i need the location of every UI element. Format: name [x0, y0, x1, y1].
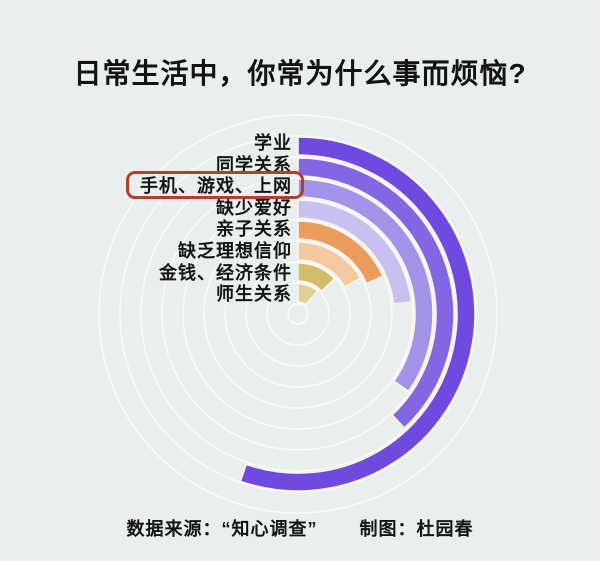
category-label-7: 师生关系	[216, 284, 292, 305]
credit-text: 制图：杜园春	[359, 519, 474, 539]
grid-circle	[140, 156, 456, 472]
radial-bar-7	[297, 283, 319, 306]
footer: 数据来源：“知心调查” 制图：杜园春	[0, 515, 600, 541]
radial-bar-1	[297, 157, 455, 429]
radial-bar-6	[297, 262, 336, 292]
grid-circle	[182, 198, 414, 430]
grid-circle	[245, 261, 351, 367]
grid-circle	[287, 303, 309, 325]
grid-circle	[119, 135, 477, 493]
radial-bar-5	[297, 241, 362, 288]
category-label-3: 缺少爱好	[216, 197, 292, 218]
radial-bar-0	[239, 136, 476, 492]
grid-circle	[98, 114, 498, 514]
radial-bar-2	[297, 178, 434, 393]
category-label-6: 金钱、经济条件	[159, 262, 292, 283]
grid-circle	[203, 219, 393, 409]
chart-title: 日常生活中，你常为什么事而烦恼?	[73, 58, 527, 89]
category-label-0: 学业	[254, 133, 292, 153]
category-label-4: 亲子关系	[216, 219, 292, 240]
radial-bar-4	[297, 220, 384, 285]
category-label-1: 同学关系	[216, 154, 292, 175]
grid-circle	[161, 177, 435, 451]
grid-circle	[266, 282, 330, 346]
data-source-text: 数据来源：“知心调查”	[126, 519, 318, 539]
category-label-5: 缺乏理想信仰	[178, 241, 292, 261]
radial-bar-3	[297, 199, 413, 305]
category-label-2: 手机、游戏、上网	[140, 176, 292, 197]
grid-circle	[224, 240, 372, 388]
